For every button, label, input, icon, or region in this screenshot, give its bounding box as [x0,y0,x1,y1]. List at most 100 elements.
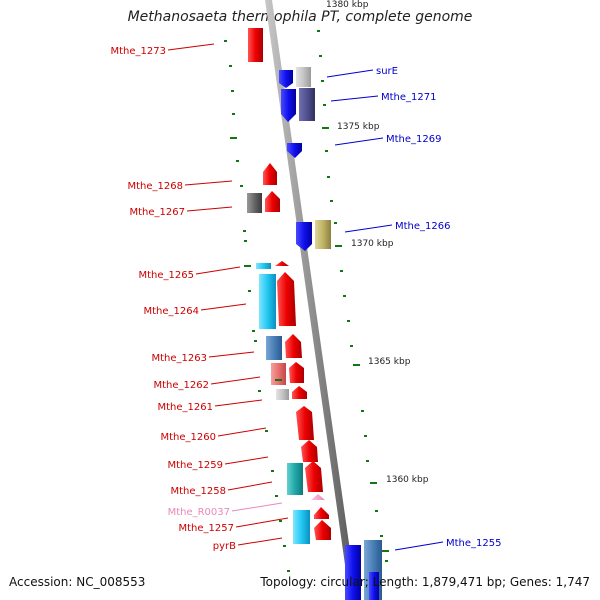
gene-sure-arrow[interactable] [279,70,293,88]
gene-mthe-1265[interactable] [256,263,271,269]
tick-mark [229,65,232,67]
gene-mthe-1261[interactable] [276,389,289,400]
gene-mthe-1265-arrow[interactable] [275,261,289,266]
leader-line-mthe-1260 [217,427,267,437]
gene-mthe-1266-olive[interactable] [315,220,331,249]
scale-label-kbp-1375: 1375 kbp [337,122,380,132]
gene-label-mthe-1263[interactable]: Mthe_1263 [152,353,208,364]
major-tick-mark [244,265,251,267]
gene-label-mthe-1261[interactable]: Mthe_1261 [158,402,214,413]
leader-line-mthe-1273 [167,43,215,51]
gene-label-mthe-1255[interactable]: Mthe_1255 [446,538,502,549]
gene-labels: Mthe_1273 Mthe_1268 Mthe_1267 Mthe_1265 Mthe… [111,43,502,552]
leader-line-mthe-1259 [224,456,269,465]
gene-pyrb[interactable] [314,520,331,540]
gene-label-mthe-1273[interactable]: Mthe_1273 [111,46,167,57]
tick-mark [254,340,257,342]
gene-mthe-1257[interactable] [314,507,329,519]
accession-text: Accession: NC_008553 [9,575,146,589]
tick-mark [321,80,324,82]
tick-mark [361,410,364,412]
tick-mark [323,104,326,106]
gene-sure[interactable] [296,67,311,87]
gene-label-mthe-1268[interactable]: Mthe_1268 [128,181,184,192]
gene-label-sure[interactable]: surE [376,66,398,77]
leader-line-pyrb [237,537,283,546]
gene-mthe-1262[interactable] [271,363,286,385]
gene-mthe-1270[interactable] [299,88,315,121]
gene-label-mthe-1265[interactable]: Mthe_1265 [139,270,195,281]
gene-label-mthe-1262[interactable]: Mthe_1262 [154,380,210,391]
leader-line-mthe-1257 [235,517,289,528]
gene-mthe-1264[interactable] [259,274,276,329]
tick-mark [231,90,234,92]
gene-mthe-1259[interactable] [301,440,318,462]
scale-label-kbp-1370: 1370 kbp [351,239,394,249]
leader-line-mthe-1264 [200,303,247,311]
major-tick-mark [382,550,389,552]
scale-label-kbp-1360: 1360 kbp [386,475,429,485]
tick-mark [366,460,369,462]
scale-labels: 1380 kbp 1375 kbp 1370 kbp 1365 kbp 1360 kbp [326,0,429,485]
gene-mthe-1271[interactable] [281,89,296,122]
gene-mthe-1263[interactable] [266,336,282,360]
tick-mark [258,390,261,392]
tick-mark [248,290,251,292]
tick-mark [319,55,322,57]
tick-mark [340,270,343,272]
gene-features [247,28,382,600]
gene-mthe-1264-arrow[interactable] [277,272,296,326]
leader-line-mthe-1255 [394,541,444,551]
gene-label-mthe-1257[interactable]: Mthe_1257 [179,523,235,534]
tick-mark [271,470,274,472]
leader-line-mthe-1268 [184,180,233,186]
tick-mark [283,545,286,547]
leader-line-mthe-1271 [330,95,379,102]
gene-mthe-1260[interactable] [296,406,314,440]
gene-mthe-1262-arrow[interactable] [289,362,304,383]
gene-mthe-1255-blue[interactable] [369,572,379,600]
major-tick-mark [322,127,329,129]
major-tick-mark [335,245,342,247]
leader-line-mthe-1265 [195,266,241,275]
tick-mark [375,510,378,512]
gene-mthe-1258[interactable] [287,463,303,495]
gene-label-pyrb[interactable]: pyrB [213,541,236,552]
gene-label-mthe-1266[interactable]: Mthe_1266 [395,221,451,232]
major-tick-mark [230,137,237,139]
gene-label-mthe-1259[interactable]: Mthe_1259 [168,460,224,471]
gene-label-mthe-1264[interactable]: Mthe_1264 [144,306,200,317]
tick-mark [350,345,353,347]
tick-mark [334,222,337,224]
tick-mark [385,560,388,562]
tick-mark [244,240,247,242]
leader-line-mthe-1263 [208,351,255,358]
gene-mthe-1269[interactable] [287,143,302,158]
gene-mthe-1258-arrow[interactable] [305,461,323,492]
major-tick-mark [353,364,360,366]
gene-mthe-1266[interactable] [296,222,312,251]
scale-label-kbp-1365: 1365 kbp [368,357,411,367]
gene-mthe-1261-arrow[interactable] [292,386,307,399]
leader-line-mthe-1261 [214,399,263,407]
gene-mthe-1255[interactable] [345,545,361,600]
rna-mthe-r0037[interactable] [311,494,325,500]
gene-label-mthe-1267[interactable]: Mthe_1267 [130,207,186,218]
gene-label-mthe-1271[interactable]: Mthe_1271 [381,92,437,103]
gene-mthe-1268[interactable] [263,163,277,185]
gene-mthe-1257-cyan[interactable] [293,510,310,544]
scale-ticks [224,30,389,572]
gene-mthe-1273[interactable] [248,28,263,62]
gene-label-mthe-r0037[interactable]: Mthe_R0037 [168,507,230,518]
leader-line-mthe-1269 [334,137,384,146]
gene-label-mthe-1260[interactable]: Mthe_1260 [161,432,217,443]
gene-label-mthe-1269[interactable]: Mthe_1269 [386,134,442,145]
gene-label-mthe-1258[interactable]: Mthe_1258 [171,486,227,497]
gene-mthe-1267[interactable] [265,191,280,212]
tick-mark [330,200,333,202]
tick-mark [265,430,268,432]
gene-mthe-1263-arrow[interactable] [285,334,302,358]
gene-mthe-1267-gray[interactable] [247,193,262,213]
leader-line-mthe-1267 [186,206,233,212]
